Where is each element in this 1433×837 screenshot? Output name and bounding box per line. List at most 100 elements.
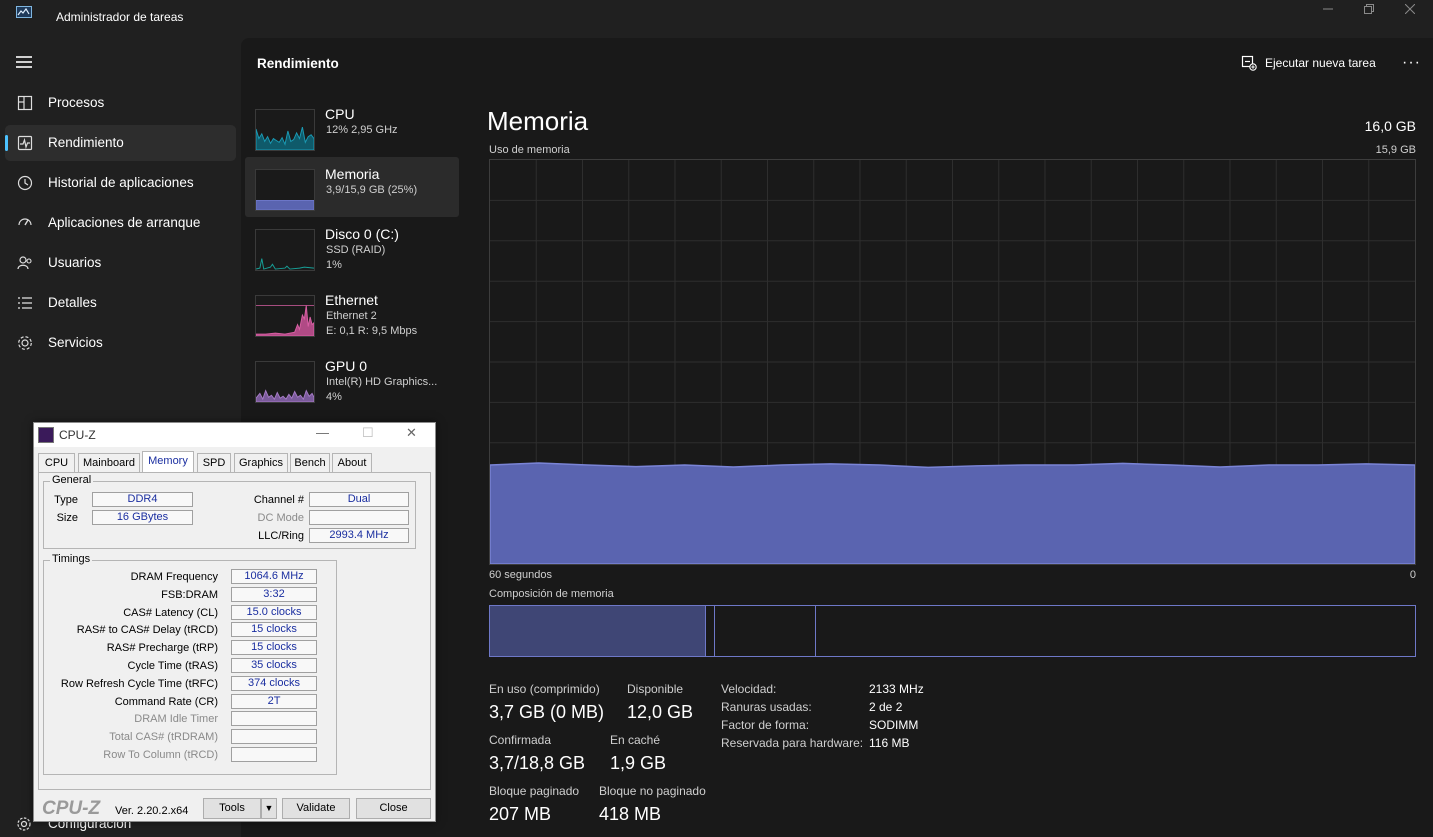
perf-item-detail: 12% 2,95 GHz	[326, 124, 398, 136]
memory-composition-bar	[489, 605, 1416, 657]
perf-item-detail: 1%	[326, 259, 342, 271]
restore-icon	[1364, 4, 1374, 14]
cpuz-title: CPU-Z	[59, 428, 96, 442]
cpuz-version: Ver. 2.20.2.x64	[115, 805, 189, 817]
channel-label: Channel #	[253, 494, 304, 506]
time-axis-end: 0	[1409, 569, 1416, 581]
performance-icon	[17, 135, 33, 151]
sidebar-item-performance[interactable]: Rendimiento	[5, 125, 236, 161]
composition-in-use	[490, 606, 706, 656]
perf-item-ethernet[interactable]: Ethernet Ethernet 2 E: 0,1 R: 9,5 Mbps	[245, 283, 459, 343]
cpuz-memory-panel: General Type DDR4 Size 16 GBytes Channel…	[38, 472, 431, 790]
memory-heading: Memoria	[487, 106, 589, 136]
active-indicator	[5, 135, 8, 151]
memory-usage-label: Uso de memoria	[489, 144, 570, 156]
run-task-label: Ejecutar nueva tarea	[1265, 56, 1376, 70]
available-label: Disponible	[627, 682, 684, 696]
sidebar-item-label: Servicios	[48, 335, 103, 350]
close-dialog-button[interactable]: Close	[356, 798, 431, 819]
timing-label: Command Rate (CR)	[114, 695, 218, 708]
cpuz-close-button[interactable]: ✕	[406, 425, 417, 440]
hamburger-menu-icon[interactable]	[16, 56, 32, 68]
sidebar-item-details[interactable]: Detalles	[5, 285, 236, 321]
size-label: Size	[56, 512, 78, 524]
cpuz-tab-mainboard[interactable]: Mainboard	[78, 453, 140, 473]
disk-mini-graph	[255, 229, 315, 271]
sidebar-item-app-history[interactable]: Historial de aplicaciones	[5, 165, 236, 201]
sidebar-item-services[interactable]: Servicios	[5, 325, 236, 361]
more-options-button[interactable]: ···	[1402, 54, 1421, 71]
perf-item-name: Memoria	[325, 166, 380, 182]
sidebar-item-label: Historial de aplicaciones	[48, 175, 194, 190]
perf-item-detail: Intel(R) HD Graphics...	[326, 376, 438, 388]
cpuz-tab-memory[interactable]: Memory	[142, 451, 194, 473]
timing-value: 15 clocks	[231, 622, 317, 638]
cpuz-minimize-button[interactable]: —	[316, 425, 329, 440]
sidebar-item-users[interactable]: Usuarios	[5, 245, 236, 281]
sidebar-item-label: Usuarios	[48, 255, 102, 270]
composition-standby	[715, 606, 816, 656]
gpu-mini-graph	[255, 361, 315, 403]
hardware-reserved-value: 116 MB	[869, 736, 910, 750]
speed-value: 2133 MHz	[869, 682, 924, 696]
timing-value: 35 clocks	[231, 658, 317, 673]
type-value: DDR4	[92, 492, 193, 507]
general-group-title: General	[50, 474, 94, 486]
committed-value: 3,7/18,8 GB	[489, 753, 586, 773]
maximize-button[interactable]	[1346, 0, 1392, 18]
cpuz-tab-spd[interactable]: SPD	[197, 453, 231, 473]
close-button[interactable]	[1387, 0, 1433, 18]
cpuz-tab-bench[interactable]: Bench	[290, 453, 330, 473]
cpuz-tab-graphics[interactable]: Graphics	[234, 453, 288, 473]
services-icon	[18, 336, 32, 350]
cpuz-title-bar: CPU-Z — ☐ ✕	[34, 423, 435, 447]
composition-modified	[706, 606, 715, 656]
timing-label: CAS# Latency (CL)	[123, 606, 218, 619]
timing-label: Total CAS# (tRDRAM)	[109, 731, 218, 744]
cpuz-window: CPU-Z — ☐ ✕ CPU Mainboard Memory SPD Gra…	[33, 422, 436, 822]
perf-item-disk[interactable]: Disco 0 (C:) SSD (RAID) 1%	[245, 217, 459, 277]
perf-item-detail: SSD (RAID)	[326, 244, 386, 256]
cpuz-tab-about[interactable]: About	[332, 453, 372, 473]
form-factor-key: Factor de forma:	[721, 718, 810, 732]
timing-label: DRAM Frequency	[130, 571, 218, 583]
dc-mode-value	[309, 510, 409, 525]
ethernet-mini-graph	[255, 295, 315, 337]
memory-total: 16,0 GB	[1364, 118, 1416, 134]
sidebar-item-label: Detalles	[48, 295, 97, 310]
startup-icon	[18, 218, 32, 226]
main-panel: Rendimiento Ejecutar nueva tarea ··· CPU…	[241, 38, 1433, 837]
minimize-button[interactable]	[1305, 0, 1351, 18]
channel-value: Dual	[309, 492, 409, 507]
timing-label: Row To Column (tRCD)	[103, 749, 218, 761]
timing-label: RAS# to CAS# Delay (tRCD)	[76, 624, 218, 637]
sidebar: Procesos Rendimiento Historial de aplica…	[0, 36, 240, 837]
sidebar-item-processes[interactable]: Procesos	[5, 85, 236, 121]
llc-ring-value: 2993.4 MHz	[309, 528, 409, 543]
timings-group: Timings DRAM Frequency 1064.6 MHz FSB:DRAM…	[43, 553, 337, 775]
perf-item-cpu[interactable]: CPU 12% 2,95 GHz	[245, 97, 459, 157]
timing-value: 1064.6 MHz	[231, 569, 317, 584]
timing-label: RAS# Precharge (tRP)	[106, 642, 218, 655]
time-axis-label: 60 segundos	[489, 569, 552, 581]
perf-item-memory[interactable]: Memoria 3,9/15,9 GB (25%)	[245, 157, 459, 217]
cached-value: 1,9 GB	[610, 753, 667, 773]
perf-item-detail: 3,9/15,9 GB (25%)	[326, 184, 418, 196]
in-use-value: 3,7 GB (0 MB)	[489, 702, 605, 722]
cpuz-maximize-button[interactable]: ☐	[362, 425, 374, 440]
details-icon	[18, 297, 32, 309]
memory-usage-max: 15,9 GB	[1375, 144, 1416, 156]
timing-value	[231, 711, 317, 727]
sidebar-item-label: Procesos	[48, 95, 105, 110]
speed-key: Velocidad:	[721, 682, 777, 696]
sidebar-item-startup-apps[interactable]: Aplicaciones de arranque	[5, 205, 236, 241]
perf-item-gpu[interactable]: GPU 0 Intel(R) HD Graphics... 4%	[245, 349, 459, 409]
slots-value: 2 de 2	[869, 700, 903, 714]
task-manager-icon	[16, 6, 32, 18]
run-new-task-button[interactable]: Ejecutar nueva tarea	[1241, 55, 1376, 71]
tools-button[interactable]: Tools	[203, 798, 261, 819]
validate-button[interactable]: Validate	[282, 798, 350, 819]
llc-ring-label: LLC/Ring	[258, 530, 304, 542]
tools-dropdown-arrow-icon[interactable]: ▼	[261, 798, 277, 819]
cpuz-tab-cpu[interactable]: CPU	[38, 453, 75, 473]
